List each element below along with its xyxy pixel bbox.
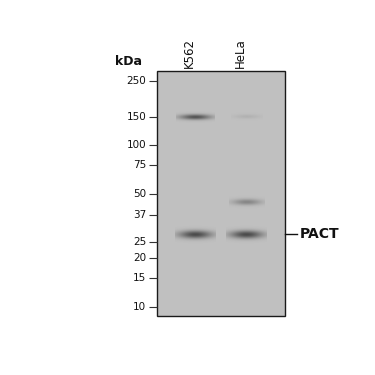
Text: K562: K562 (183, 38, 196, 68)
Text: 50: 50 (133, 189, 146, 199)
Text: 20: 20 (133, 253, 146, 263)
Text: kDa: kDa (115, 55, 142, 68)
Bar (158, 71, 285, 316)
Text: 25: 25 (133, 237, 146, 248)
Text: 10: 10 (133, 302, 146, 312)
Text: 150: 150 (126, 112, 146, 122)
Text: HeLa: HeLa (234, 38, 247, 68)
Text: 75: 75 (133, 160, 146, 170)
Text: 250: 250 (126, 76, 146, 86)
Text: PACT: PACT (300, 227, 339, 242)
Text: 15: 15 (133, 273, 146, 283)
Text: 37: 37 (133, 210, 146, 220)
Text: 100: 100 (127, 140, 146, 150)
